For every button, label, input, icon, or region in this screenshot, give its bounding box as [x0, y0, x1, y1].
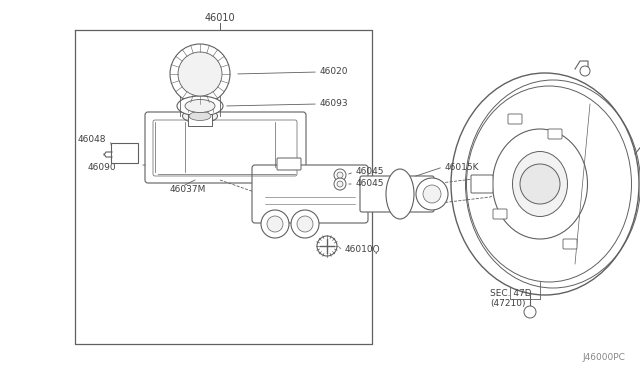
FancyBboxPatch shape [508, 114, 522, 124]
Text: 46093: 46093 [320, 99, 349, 109]
Ellipse shape [185, 99, 215, 112]
Text: 46010Ϙ: 46010Ϙ [345, 246, 381, 254]
FancyBboxPatch shape [186, 102, 214, 112]
Text: 46048: 46048 [78, 135, 106, 144]
Circle shape [337, 181, 343, 187]
Text: 46045: 46045 [356, 167, 385, 176]
FancyBboxPatch shape [493, 209, 507, 219]
Circle shape [334, 178, 346, 190]
Text: 46015K: 46015K [445, 163, 479, 171]
FancyBboxPatch shape [111, 143, 138, 163]
Ellipse shape [182, 109, 218, 123]
Text: 46010: 46010 [205, 13, 236, 23]
Circle shape [580, 66, 590, 76]
Ellipse shape [451, 73, 639, 295]
FancyBboxPatch shape [471, 175, 493, 193]
Circle shape [520, 164, 560, 204]
Text: SEC. 47D
(47210): SEC. 47D (47210) [490, 289, 532, 308]
FancyBboxPatch shape [145, 112, 306, 183]
Circle shape [317, 236, 337, 256]
Ellipse shape [513, 151, 568, 217]
Circle shape [170, 44, 230, 104]
Circle shape [334, 169, 346, 181]
Text: 46090: 46090 [88, 163, 116, 171]
FancyBboxPatch shape [548, 129, 562, 139]
Ellipse shape [177, 96, 223, 116]
Circle shape [423, 185, 441, 203]
Text: J46000PC: J46000PC [582, 353, 625, 362]
Circle shape [524, 306, 536, 318]
Ellipse shape [493, 129, 588, 239]
Text: 46037M: 46037M [170, 186, 206, 195]
Circle shape [267, 216, 283, 232]
FancyBboxPatch shape [252, 165, 368, 223]
FancyBboxPatch shape [360, 176, 434, 212]
Circle shape [291, 210, 319, 238]
Circle shape [261, 210, 289, 238]
Text: 46045: 46045 [356, 180, 385, 189]
Circle shape [178, 52, 222, 96]
Text: 46020: 46020 [320, 67, 349, 77]
Circle shape [337, 172, 343, 178]
Circle shape [416, 178, 448, 210]
Ellipse shape [189, 112, 211, 121]
FancyBboxPatch shape [188, 114, 212, 126]
Ellipse shape [386, 169, 414, 219]
FancyBboxPatch shape [563, 239, 577, 249]
FancyBboxPatch shape [277, 158, 301, 170]
Circle shape [297, 216, 313, 232]
